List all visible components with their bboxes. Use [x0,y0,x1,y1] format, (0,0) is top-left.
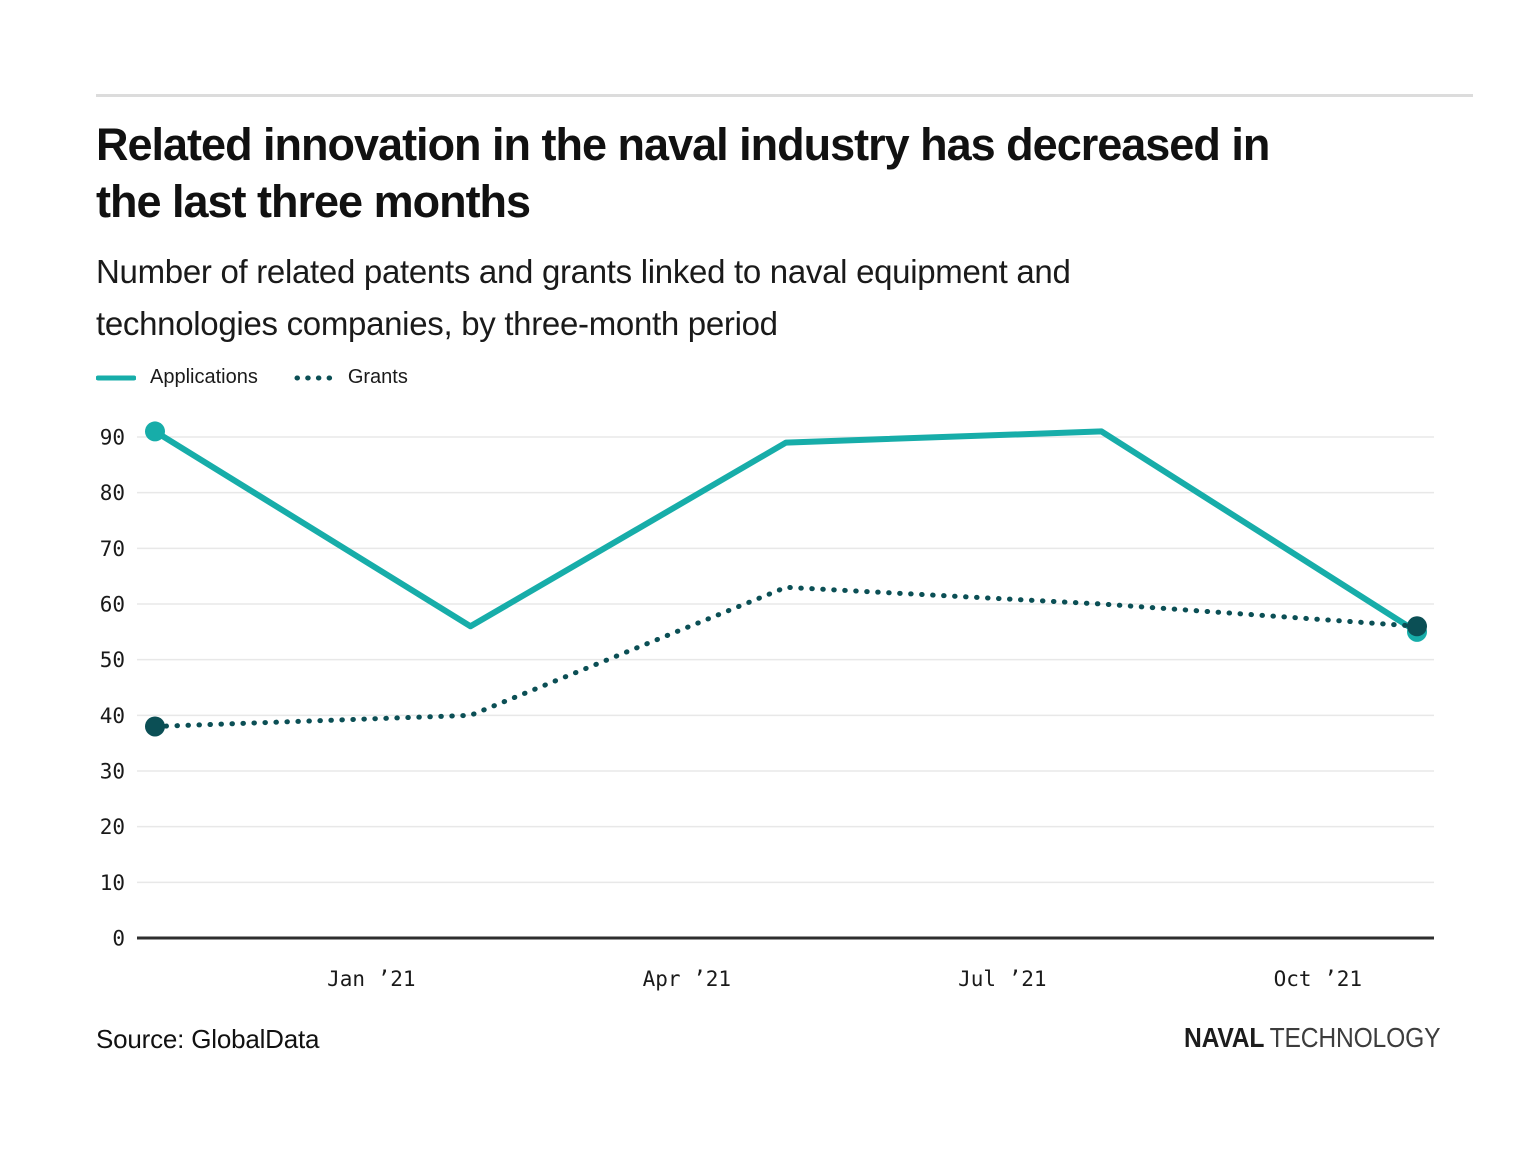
chart-subtitle: Number of related patents and grants lin… [96,246,1071,350]
subtitle-line-2: technologies companies, by three-month p… [96,305,778,342]
y-tick-label: 10 [100,871,125,895]
logo-technology: TECHNOLOGY [1269,1022,1440,1053]
page-title: Related innovation in the naval industry… [96,116,1270,230]
grants-point-marker [145,716,165,737]
grants-point-marker [1407,616,1427,637]
chart-legend: Applications Grants [96,366,408,389]
legend-item-grants: Grants [294,366,408,389]
logo-naval: NAVAL [1183,1022,1265,1053]
x-tick-label: Oct ’21 [1274,967,1363,991]
title-line-1: Related innovation in the naval industry… [96,119,1270,170]
grants-dotted-swatch-icon [294,375,334,380]
y-tick-label: 60 [100,593,125,617]
top-divider [96,94,1473,97]
y-tick-label: 90 [100,426,125,450]
source-label: Source: GlobalData [96,1024,320,1054]
y-tick-label: 30 [100,760,125,784]
grants-line [152,584,1420,729]
x-tick-label: Jul ’21 [958,967,1047,991]
legend-item-applications: Applications [96,366,258,389]
applications-line-swatch-icon [96,375,136,380]
title-line-2: the last three months [96,176,531,227]
x-tick-label: Apr ’21 [643,967,732,991]
y-tick-label: 0 [112,927,125,951]
applications-point-marker [145,421,165,442]
legend-label-grants: Grants [347,366,408,388]
x-tick-label: Jan ’21 [327,967,416,991]
y-tick-label: 40 [100,704,125,728]
naval-technology-logo: NAVAL TECHNOLOGY [1183,1022,1441,1054]
subtitle-line-1: Number of related patents and grants lin… [96,253,1071,290]
applications-line [153,428,1419,635]
y-tick-label: 80 [100,481,125,505]
y-tick-label: 70 [100,537,125,561]
y-tick-label: 50 [100,648,125,672]
y-tick-label: 20 [100,815,125,839]
legend-label-applications: Applications [150,366,258,388]
